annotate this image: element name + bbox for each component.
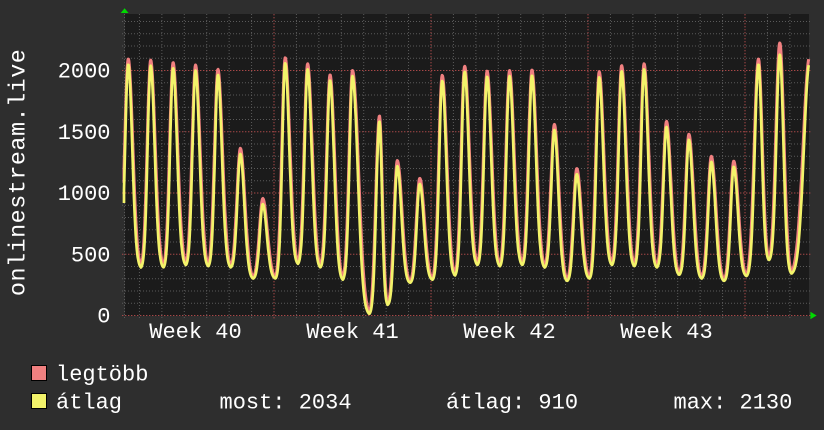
svg-text:onlinestream.live: onlinestream.live: [6, 49, 33, 296]
svg-text:legtöbb: legtöbb: [56, 363, 148, 388]
svg-text:500: 500: [71, 243, 111, 268]
svg-text:0: 0: [97, 305, 110, 330]
svg-text:átlag: 910: átlag: 910: [446, 391, 578, 416]
svg-text:2000: 2000: [58, 60, 111, 85]
svg-text:Week 41: Week 41: [306, 320, 398, 345]
svg-text:most: 2034: most: 2034: [220, 391, 352, 416]
svg-text:Week 40: Week 40: [149, 320, 241, 345]
svg-text:1000: 1000: [58, 182, 111, 207]
svg-text:átlag: átlag: [56, 391, 122, 416]
svg-text:1500: 1500: [58, 121, 111, 146]
svg-text:Week 43: Week 43: [620, 320, 712, 345]
svg-text:max: 2130: max: 2130: [674, 391, 793, 416]
svg-text:Week 42: Week 42: [463, 320, 555, 345]
